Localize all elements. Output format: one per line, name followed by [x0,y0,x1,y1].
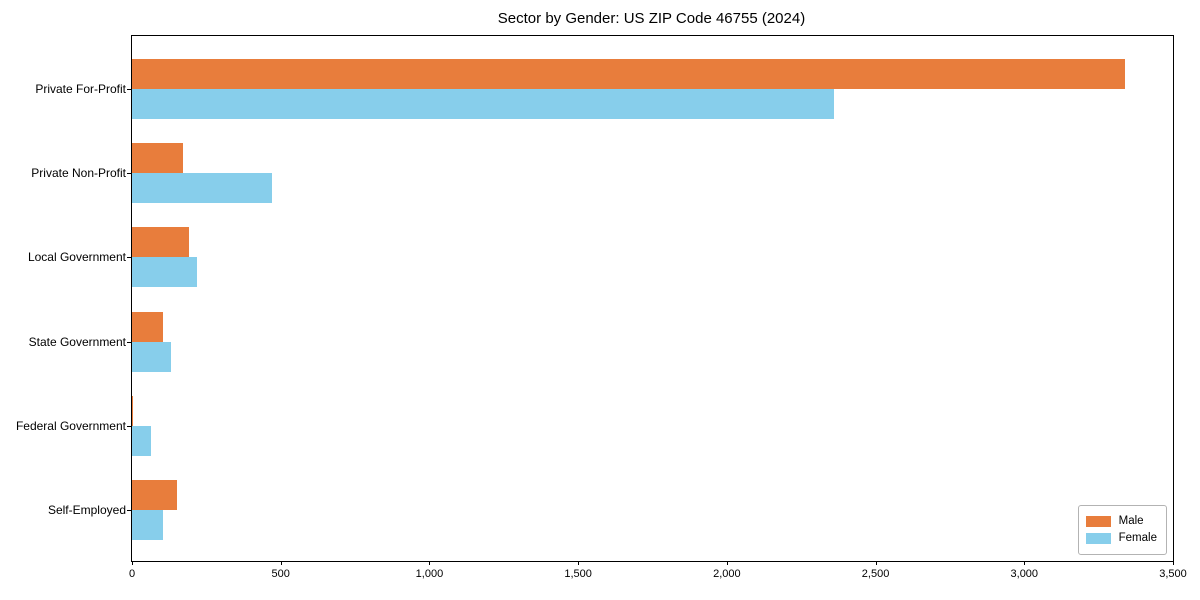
y-tick-federal-government [127,426,131,427]
bar-male-federal-government [132,396,133,426]
y-tick-state-government [127,342,131,343]
bar-female-private-for-profit [132,89,834,119]
x-tick-label-1500: 1,500 [548,568,608,580]
x-tick-label-3000: 3,000 [994,568,1054,580]
y-tick-private-for-profit [127,89,131,90]
bar-female-state-government [132,342,171,372]
x-tick-2000 [727,561,728,565]
bar-male-private-for-profit [132,59,1125,89]
legend-entry-male: Male [1086,514,1157,529]
y-tick-local-government [127,257,131,258]
x-tick-label-2000: 2,000 [697,568,757,580]
plot-area: Private For-ProfitPrivate Non-ProfitLoca… [131,35,1174,562]
x-tick-label-0: 0 [102,568,162,580]
y-tick-label-self-employed: Self-Employed [6,503,126,517]
legend-swatch-female [1086,533,1111,544]
bar-female-federal-government [132,426,151,456]
bar-male-private-non-profit [132,143,183,173]
x-tick-label-500: 500 [251,568,311,580]
y-tick-label-state-government: State Government [6,335,126,349]
x-tick-2500 [876,561,877,565]
y-tick-private-non-profit [127,173,131,174]
x-tick-3000 [1024,561,1025,565]
x-tick-label-2500: 2,500 [846,568,906,580]
bar-male-state-government [132,312,163,342]
bar-chart-figure: Sector by Gender: US ZIP Code 46755 (202… [0,0,1200,600]
x-tick-3500 [1173,561,1174,565]
legend-label-male: Male [1119,514,1144,529]
bar-female-self-employed [132,510,163,540]
x-tick-500 [281,561,282,565]
x-tick-1000 [429,561,430,565]
legend: Male Female [1078,505,1167,555]
legend-entry-female: Female [1086,531,1157,546]
x-tick-1500 [578,561,579,565]
legend-label-female: Female [1119,531,1157,546]
bar-female-local-government [132,257,197,287]
legend-swatch-male [1086,516,1111,527]
y-tick-self-employed [127,510,131,511]
bar-male-self-employed [132,480,177,510]
x-tick-label-3500: 3,500 [1143,568,1200,580]
x-tick-label-1000: 1,000 [399,568,459,580]
x-tick-0 [132,561,133,565]
y-tick-label-private-non-profit: Private Non-Profit [6,166,126,180]
bar-female-private-non-profit [132,173,272,203]
y-tick-label-local-government: Local Government [6,250,126,264]
y-tick-label-federal-government: Federal Government [6,419,126,433]
bar-male-local-government [132,227,189,257]
chart-title: Sector by Gender: US ZIP Code 46755 (202… [131,10,1172,27]
y-tick-label-private-for-profit: Private For-Profit [6,82,126,96]
